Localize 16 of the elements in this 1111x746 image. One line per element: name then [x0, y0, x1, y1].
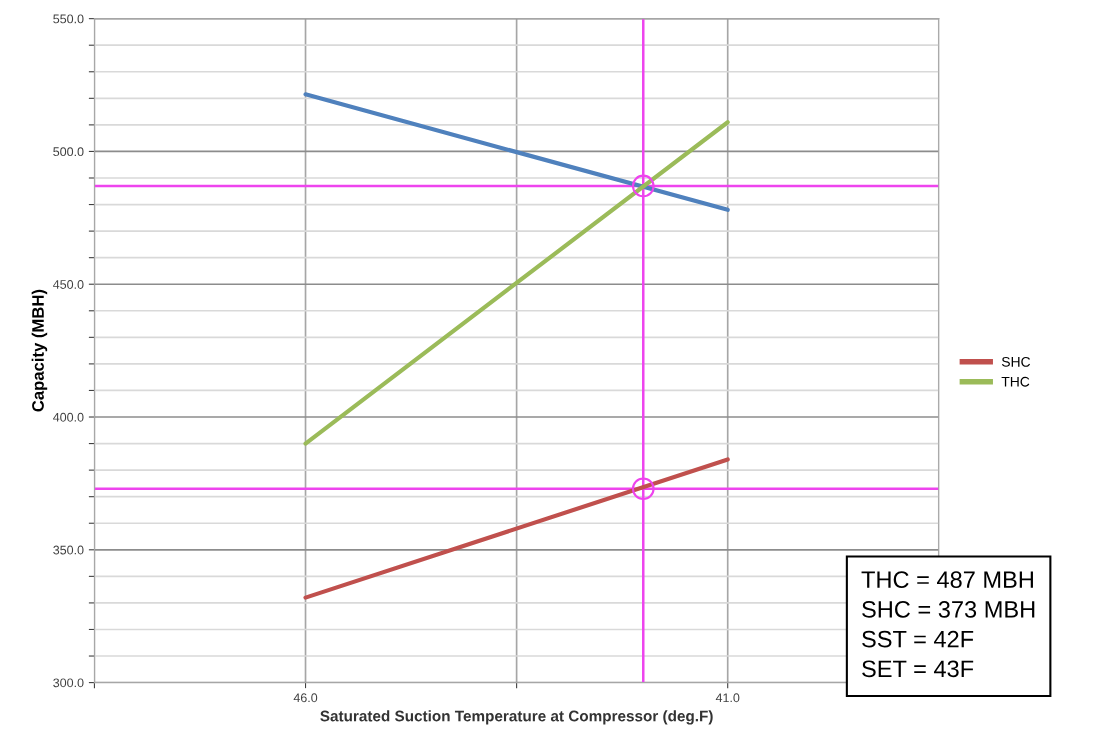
annotation: SHC = 373 MBH — [862, 601, 1035, 618]
x-tick-label: 41.0 — [715, 693, 740, 703]
annotation: SET = 43F — [862, 660, 974, 678]
y-tick-label: 400.0 — [53, 412, 84, 422]
y-tick-label: 300.0 — [53, 678, 84, 688]
y-tick-label: 550.0 — [53, 14, 84, 24]
annotation: SST = 42F — [862, 630, 974, 648]
x-axis-title: Saturated Suction Temperature at Compressor (deg.F) — [320, 710, 713, 725]
legend-label: SHC — [1001, 356, 1031, 367]
annotation: THC = 487 MBH — [861, 571, 1033, 589]
y-tick-label: 350.0 — [53, 545, 84, 555]
y-tick-label: 500.0 — [53, 147, 84, 157]
y-axis-title: Capacity (MBH) — [31, 289, 48, 412]
x-tick-label: 46.0 — [293, 693, 318, 703]
legend-label: THC — [1001, 376, 1030, 387]
y-tick-label: 450.0 — [53, 280, 84, 289]
